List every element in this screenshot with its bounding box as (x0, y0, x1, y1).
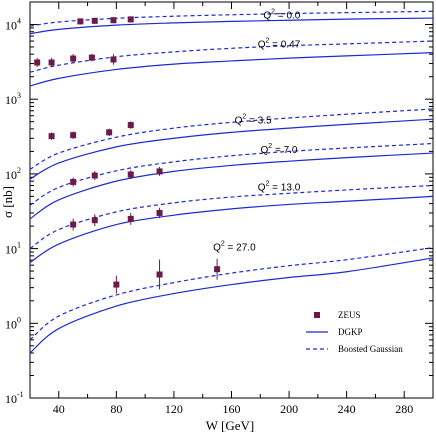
boosted-gaussian-curve (29, 184, 434, 250)
boosted-gaussian-curve (29, 247, 434, 341)
zeus-data-point (156, 271, 163, 278)
zeus-data-point (110, 17, 117, 24)
boosted-gaussian-curve (29, 10, 434, 27)
zeus-data-point (70, 132, 77, 139)
legend-zeus-marker (314, 312, 320, 318)
x-tick-label: 280 (395, 402, 413, 416)
zeus-data-point (127, 16, 134, 23)
zeus-data-point (106, 129, 113, 136)
dgkp-curve (29, 17, 434, 35)
legend: ZEUS DGKP Boosted Gaussian (306, 310, 403, 354)
dgkp-curve (29, 152, 434, 220)
zeus-data-point (127, 215, 134, 222)
y-tick-label: 101 (5, 241, 21, 257)
boosted-gaussian-curve (29, 108, 434, 170)
axis-ticks: 40 80 120 160 200 240 280 10-1 100 101 102 103 104 (5, 1, 433, 416)
q2-label: Q2 = 0.0 (263, 9, 300, 22)
zeus-data-point (127, 171, 134, 178)
x-tick-label: 120 (165, 402, 183, 416)
q2-label: Q2 = 27.0 (213, 240, 256, 253)
legend-label: DGKP (338, 327, 363, 337)
q2-label: Q2 = 13.0 (258, 180, 301, 193)
q2-label: Q2 = 3.5 (235, 114, 272, 127)
zeus-data-points (34, 16, 221, 294)
zeus-data-point (91, 17, 98, 24)
legend-label: Boosted Gaussian (338, 344, 403, 354)
zeus-data-point (70, 178, 77, 185)
zeus-data-point (48, 133, 55, 140)
x-tick-label: 200 (280, 402, 298, 416)
zeus-data-point (91, 172, 98, 179)
y-tick-label: 100 (5, 315, 21, 331)
zeus-data-point (156, 168, 163, 175)
dgkp-curve (29, 257, 434, 354)
dgkp-curve (29, 195, 434, 264)
dgkp-curve (29, 52, 434, 87)
zeus-data-point (110, 56, 117, 63)
zeus-data-point (156, 209, 163, 216)
zeus-data-point (88, 54, 95, 61)
dgkp-curve (29, 118, 434, 180)
q2-label: Q2 = 0.47 (258, 38, 301, 51)
x-tick-label: 40 (53, 402, 65, 416)
zeus-data-point (48, 59, 55, 66)
y-tick-label: 103 (5, 91, 21, 107)
q2-label: Q2 = 7.0 (260, 143, 297, 156)
zeus-data-point (34, 59, 41, 66)
zeus-data-point (113, 281, 120, 288)
zeus-data-point (70, 221, 77, 228)
x-tick-label: 160 (223, 402, 241, 416)
q2-labels: Q2 = 0.0 Q2 = 0.47 Q2 = 3.5 Q2 = 7.0 Q2 = 13… (213, 9, 301, 254)
y-tick-label: 10-1 (5, 390, 24, 406)
y-axis-title: σ [nb] (0, 186, 15, 218)
zeus-data-point (91, 217, 98, 224)
legend-label: ZEUS (338, 310, 361, 320)
x-axis-title: W [GeV] (206, 418, 255, 433)
x-tick-label: 240 (338, 402, 356, 416)
zeus-data-point (214, 266, 221, 273)
zeus-data-point (127, 122, 134, 129)
zeus-data-point (77, 18, 84, 25)
boosted-gaussian-curve (29, 142, 434, 206)
boosted-gaussian-curve (29, 40, 434, 73)
y-tick-label: 102 (5, 166, 21, 182)
model-curves (29, 10, 434, 354)
zeus-data-point (70, 55, 77, 62)
x-tick-label: 80 (110, 402, 122, 416)
y-tick-label: 104 (5, 16, 21, 32)
